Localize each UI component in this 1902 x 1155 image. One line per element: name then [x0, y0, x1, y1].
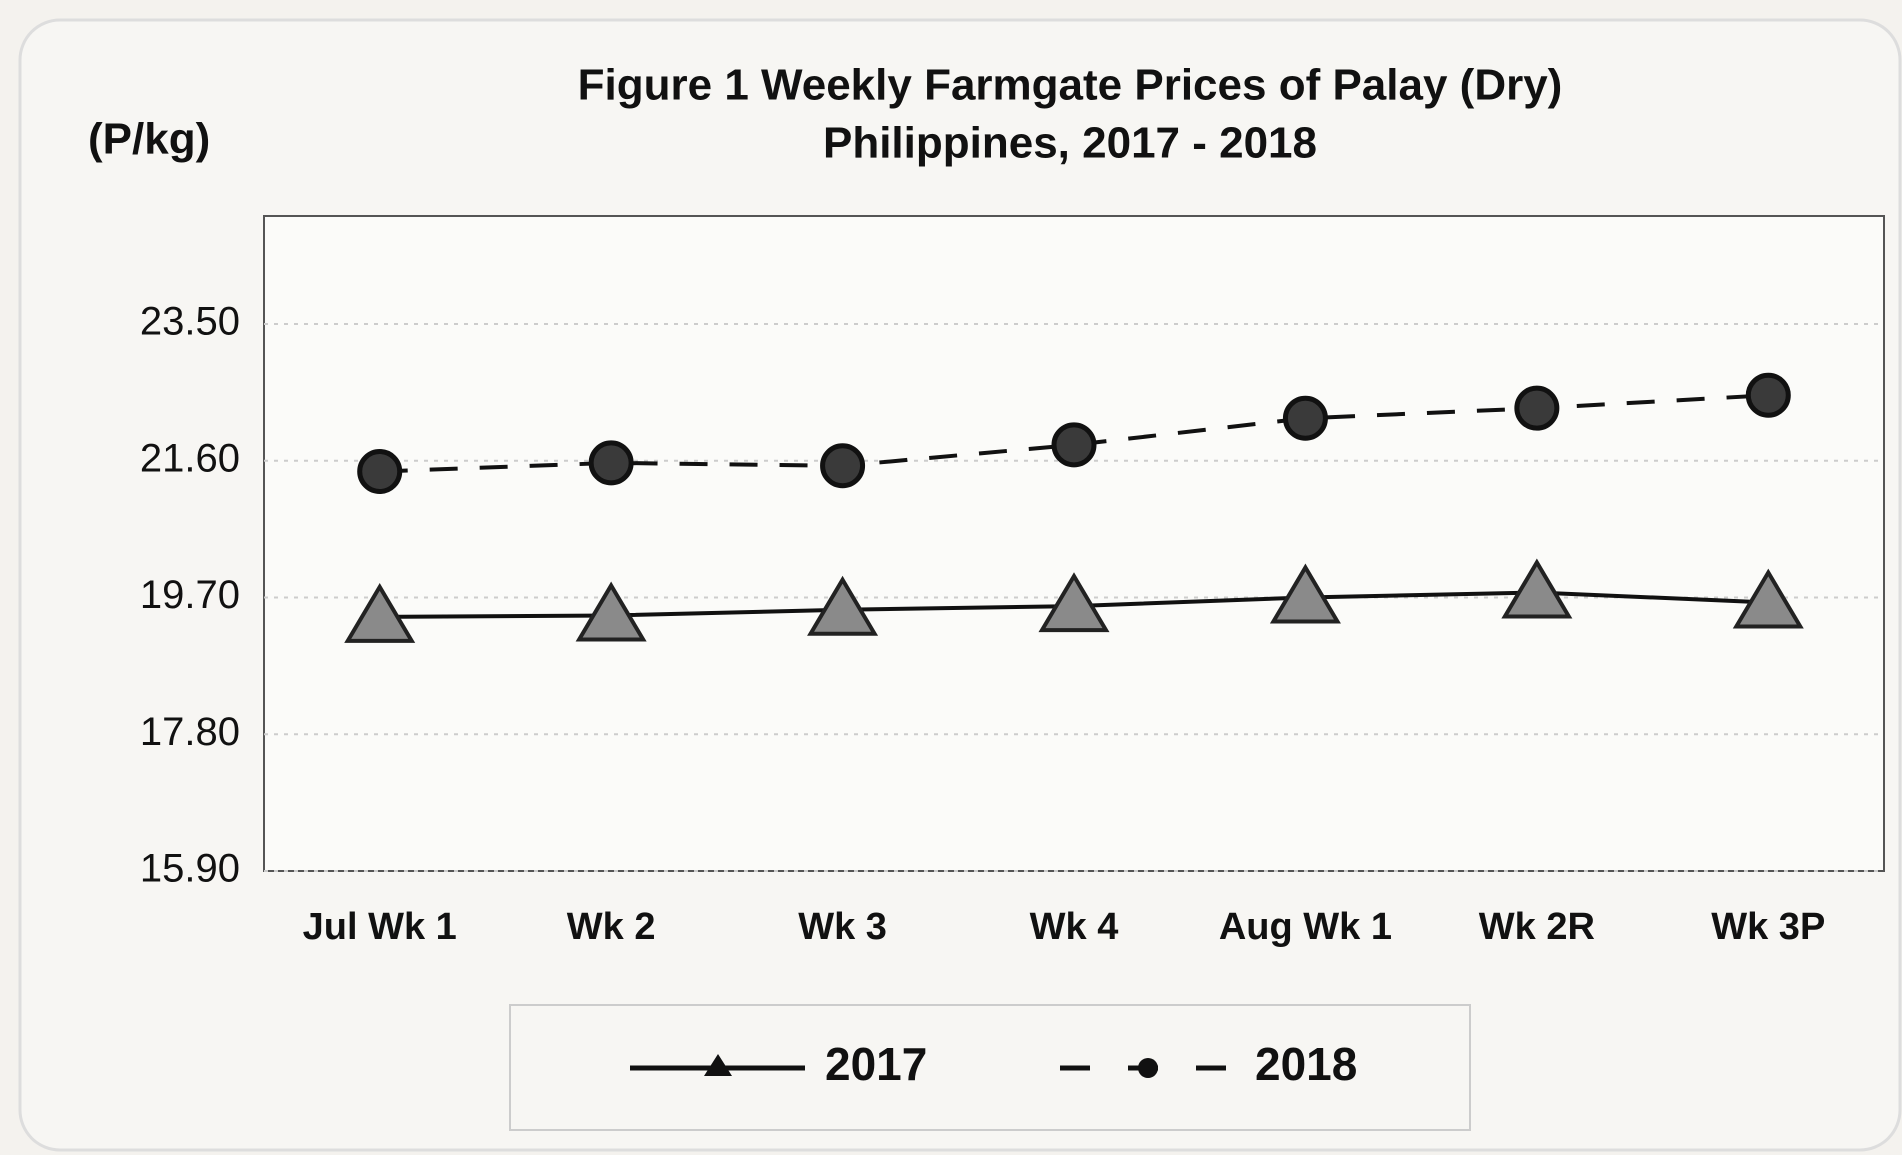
marker	[1501, 558, 1573, 619]
y-tick-label: 23.50	[140, 300, 240, 344]
chart-title: Figure 1 Weekly Farmgate Prices of Palay…	[578, 61, 1563, 110]
y-tick-label: 15.90	[140, 847, 240, 891]
y-axis-label: (P/kg)	[88, 115, 210, 164]
x-tick-label: Wk 2R	[1479, 906, 1595, 948]
legend-label: 2017	[825, 1038, 927, 1090]
marker	[1038, 572, 1110, 633]
marker	[575, 581, 647, 642]
x-tick-label: Aug Wk 1	[1219, 906, 1392, 948]
legend-label: 2018	[1255, 1038, 1357, 1090]
y-tick-label: 19.70	[140, 573, 240, 617]
marker	[357, 449, 403, 495]
x-tick-label: Wk 3P	[1711, 906, 1825, 948]
marker	[1745, 372, 1791, 418]
marker	[1051, 422, 1097, 468]
y-tick-label: 17.80	[140, 710, 240, 754]
plot-area	[263, 215, 1885, 872]
y-tick-label: 21.60	[140, 436, 240, 480]
legend-marker	[1138, 1058, 1158, 1078]
marker	[1269, 563, 1341, 624]
marker	[820, 443, 866, 489]
chart-subtitle: Philippines, 2017 - 2018	[823, 119, 1317, 168]
marker	[588, 440, 634, 486]
x-tick-label: Wk 2	[567, 906, 656, 948]
x-tick-label: Jul Wk 1	[303, 906, 457, 948]
marker	[1282, 395, 1328, 441]
legend-marker	[704, 1054, 732, 1076]
x-tick-label: Wk 3	[798, 906, 887, 948]
marker	[1732, 568, 1804, 629]
marker	[344, 582, 416, 643]
marker	[1514, 385, 1560, 431]
legend-box	[509, 1004, 1471, 1131]
marker	[807, 575, 879, 636]
x-tick-label: Wk 4	[1030, 906, 1119, 948]
